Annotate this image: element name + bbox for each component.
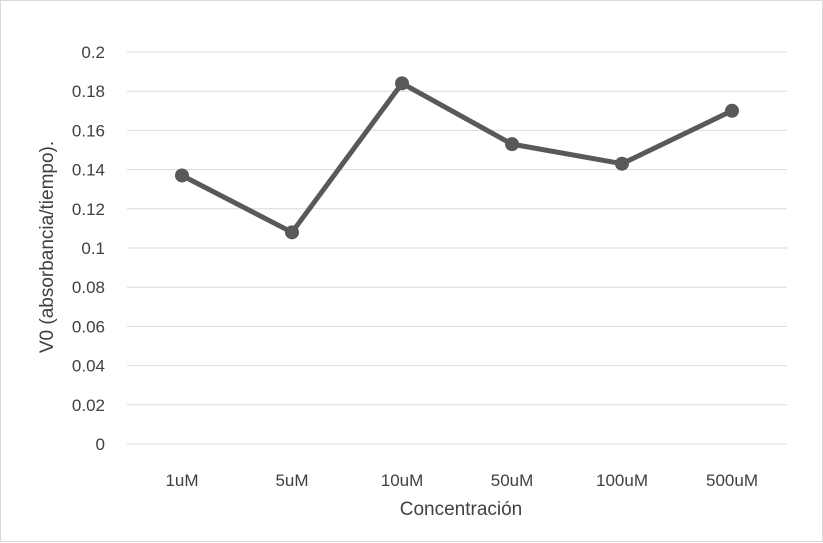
y-tick-label: 0.2 [81,43,105,62]
gridlines [127,51,787,445]
data-point [615,156,629,171]
x-tick-label: 100uM [596,471,648,490]
y-tick-label: 0.12 [72,200,105,219]
series-line [179,80,735,235]
y-axis-ticks: 0 0.02 0.04 0.06 0.08 0.1 0.12 0.14 0.16 0.18 0.2 [72,43,105,454]
y-tick-label: 0.08 [72,278,105,297]
x-tick-label: 1uM [165,471,198,490]
y-tick-label: 0.02 [72,396,105,415]
y-tick-label: 0.04 [72,357,105,376]
y-axis-title: V0 (absorbancia/tiempo). [37,141,58,353]
data-point [725,103,739,118]
x-axis-title: Concentración [400,499,523,520]
x-axis-ticks: 1uM 5uM 10uM 50uM 100uM 500uM [165,471,758,490]
y-tick-label: 0 [96,435,105,454]
y-tick-label: 0.1 [81,239,105,258]
data-series [175,76,739,240]
x-tick-label: 500uM [706,471,758,490]
x-tick-label: 50uM [491,471,534,490]
y-tick-label: 0.16 [72,121,105,140]
data-point [175,168,189,183]
data-point [285,225,299,240]
x-tick-label: 5uM [275,471,308,490]
data-point [395,76,409,91]
x-tick-label: 10uM [381,471,424,490]
y-tick-label: 0.06 [72,317,105,336]
y-tick-label: 0.14 [72,161,105,180]
data-point [505,137,519,152]
y-tick-label: 0.18 [72,82,105,101]
